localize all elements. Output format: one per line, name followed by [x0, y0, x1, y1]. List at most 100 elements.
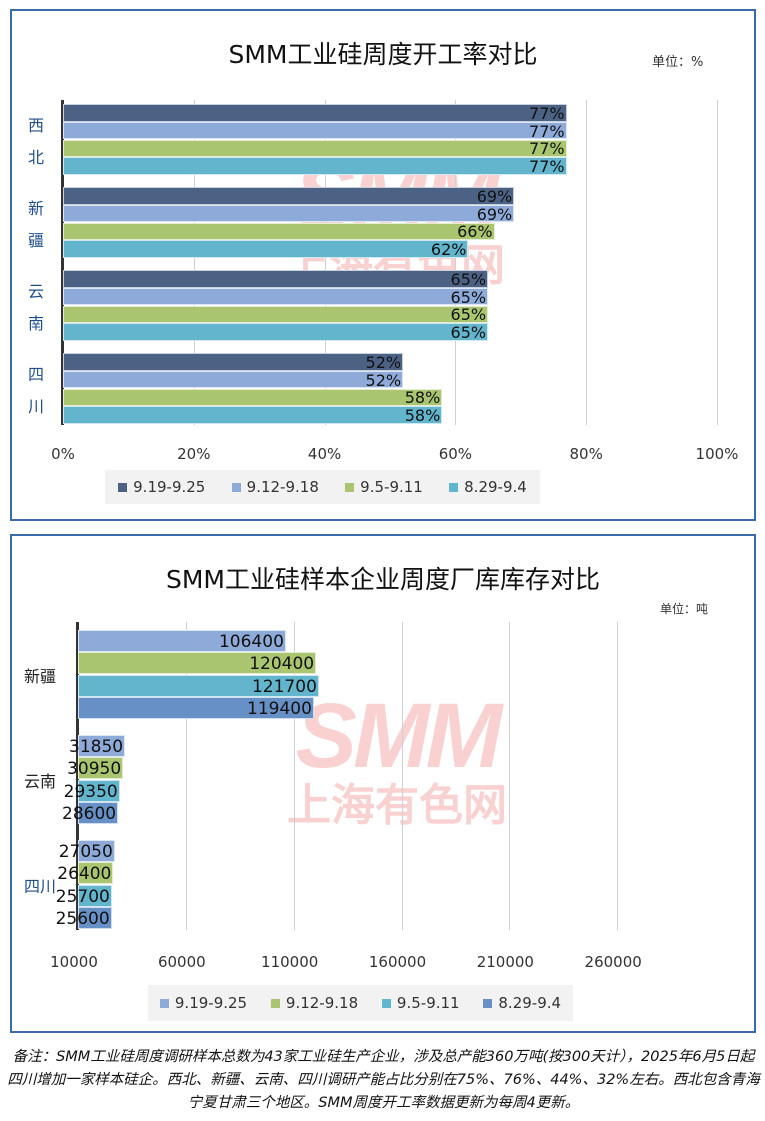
- bar-云南-9.12-9.18: [78, 757, 124, 780]
- x-tick-label: 0%: [51, 445, 75, 463]
- legend-item: 9.5-9.11: [381, 994, 460, 1012]
- legend-item: 9.12-9.18: [270, 994, 359, 1012]
- legend: 9.19-9.25 9.12-9.18 9.5-9.11 8.29-9.4: [148, 985, 573, 1021]
- bar-新疆-9.12-9.18: [63, 204, 515, 223]
- data-label: 106400: [218, 632, 284, 652]
- inventory-chart-panel: SMM工业硅样本企业周度厂库库存对比 单位：吨: [10, 534, 756, 1033]
- legend-item: 9.19-9.25: [118, 478, 205, 496]
- bar-新疆-9.19-9.25: [63, 187, 515, 205]
- chart-title: SMM工业硅样本企业周度厂库库存对比: [165, 565, 600, 594]
- bar-新疆-8.29-9.4: [78, 696, 314, 719]
- data-label: 65%: [450, 323, 487, 343]
- x-tick-label: 160000: [368, 953, 427, 971]
- legend-swatch: [118, 482, 128, 492]
- category-label: 四: [28, 365, 45, 384]
- legend-swatch: [381, 998, 391, 1008]
- gridline: [185, 622, 187, 930]
- data-label: 65%: [450, 305, 487, 325]
- data-label: 27050: [58, 842, 113, 862]
- data-label: 28600: [62, 803, 117, 824]
- legend-swatch: [231, 482, 241, 492]
- x-tick-label: 110000: [261, 953, 319, 971]
- bar-四川-9.19-9.25: [78, 840, 115, 862]
- data-label: 58%: [404, 406, 441, 426]
- footnote: 备注：SMM工业硅周度调研样本总数为43家工业硅生产企业，涉及总产能360万吨(…: [7, 1049, 760, 1111]
- data-label: 29350: [63, 781, 118, 802]
- gridline: [617, 622, 619, 930]
- bar-四川-9.12-9.18: [63, 370, 404, 389]
- data-label: 77%: [529, 121, 565, 141]
- bar-云南-9.5-9.11: [78, 779, 120, 802]
- bar-云南-9.19-9.25: [63, 270, 489, 288]
- data-label: 69%: [476, 204, 513, 224]
- category-label: 云南: [24, 772, 57, 791]
- data-label: 52%: [365, 370, 402, 390]
- legend-item: 9.19-9.25: [159, 994, 247, 1012]
- legend-item: 8.29-9.4: [449, 478, 527, 496]
- data-label: 66%: [457, 222, 493, 242]
- category-label: 北: [28, 148, 45, 167]
- x-tick-label: 60%: [438, 445, 473, 463]
- bar-四川-8.29-9.4: [78, 906, 112, 929]
- legend-item: 9.5-9.11: [345, 478, 423, 496]
- category-label: 川: [28, 397, 45, 416]
- data-label: 31850: [69, 737, 124, 757]
- category-label: 云: [28, 282, 45, 301]
- category-label: 西: [28, 116, 45, 135]
- y-axis: [61, 100, 64, 425]
- bar-四川-9.19-9.25: [63, 353, 404, 371]
- legend-label: 9.19-9.25: [133, 478, 206, 496]
- bar-西北-9.12-9.18: [63, 121, 567, 140]
- x-tick-label: 60000: [157, 953, 206, 971]
- gridline: [324, 100, 326, 425]
- gridline: [717, 100, 718, 425]
- x-tick-label: 40%: [307, 445, 342, 463]
- gridline: [586, 100, 588, 425]
- data-label: 119400: [247, 698, 312, 719]
- data-label: 62%: [430, 240, 467, 260]
- bar-四川-9.12-9.18: [78, 862, 114, 885]
- category-label: 新: [28, 199, 45, 218]
- bar-云南-9.19-9.25: [78, 735, 126, 757]
- data-label: 25600: [55, 908, 110, 929]
- x-tick-label: 10000: [50, 953, 98, 971]
- legend-swatch: [159, 998, 169, 1008]
- bar-新疆-9.12-9.18: [78, 652, 317, 675]
- legend-label: 8.29-9.4: [498, 994, 562, 1012]
- data-label: 65%: [450, 287, 487, 307]
- bar-西北-9.5-9.11: [63, 139, 567, 158]
- bar-西北-9.19-9.25: [63, 104, 567, 122]
- data-label: 58%: [404, 388, 441, 408]
- gridline: [455, 100, 457, 425]
- gridline: [509, 622, 511, 930]
- legend: 9.19-9.25 9.12-9.18 9.5-9.11 8.29-9.4: [105, 470, 540, 504]
- legend-label: 9.12-9.18: [285, 994, 359, 1012]
- gridline: [401, 622, 403, 930]
- data-label: 52%: [365, 352, 402, 372]
- category-label: 新疆: [24, 667, 57, 686]
- data-label: 65%: [450, 269, 487, 289]
- data-label: 26400: [57, 864, 112, 885]
- legend-label: 8.29-9.4: [464, 478, 527, 496]
- unit-label: 单位：%: [652, 55, 704, 70]
- legend-swatch: [449, 482, 459, 492]
- legend-swatch: [345, 482, 355, 492]
- data-label: 120400: [249, 654, 315, 675]
- bar-四川-8.29-9.4: [63, 406, 443, 424]
- bar-新疆-8.29-9.4: [63, 240, 469, 258]
- bar-新疆-9.19-9.25: [78, 630, 286, 652]
- data-label: 77%: [529, 103, 565, 123]
- unit-label: 单位：吨: [660, 602, 709, 616]
- legend-swatch: [270, 998, 280, 1008]
- bar-云南-9.12-9.18: [63, 287, 489, 306]
- bar-云南-8.29-9.4: [63, 323, 489, 341]
- chart-title: SMM工业硅周度开工率对比: [228, 40, 538, 69]
- x-tick-label: 20%: [177, 445, 211, 463]
- legend-label: 9.5-9.11: [396, 994, 460, 1012]
- bar-云南-9.5-9.11: [63, 305, 489, 324]
- category-label: 南: [28, 314, 45, 333]
- y-axis: [76, 622, 79, 930]
- gridline: [293, 622, 295, 930]
- data-label: 25700: [55, 886, 110, 907]
- x-tick-label: 100%: [695, 445, 739, 463]
